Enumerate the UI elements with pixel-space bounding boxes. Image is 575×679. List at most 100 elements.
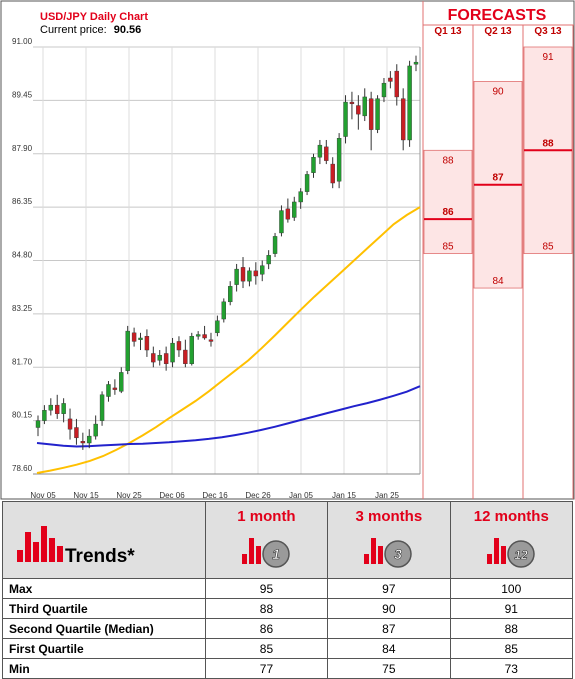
candle-body: [394, 70, 399, 98]
candle: [138, 332, 143, 351]
candle: [260, 260, 265, 282]
candle: [221, 298, 226, 323]
horizon-cell-3-months: 3 months 3: [327, 501, 451, 579]
moving-averages: [36, 206, 421, 474]
candle: [349, 91, 355, 120]
x-tick-label: Dec 26: [245, 491, 271, 500]
current-price-value: 90.56: [114, 24, 142, 36]
candle-body: [336, 138, 342, 182]
candle-body: [138, 337, 143, 340]
row-label: Second Quartile (Median): [2, 618, 206, 639]
candle: [343, 95, 348, 144]
candle-body: [324, 146, 329, 161]
candle: [356, 95, 361, 130]
candle: [407, 60, 412, 147]
y-tick-label: 87.90: [12, 144, 33, 153]
candle: [228, 281, 233, 306]
candle: [163, 346, 169, 371]
candle-body: [215, 320, 220, 334]
candle: [253, 262, 259, 285]
candle-body: [381, 82, 387, 98]
forecast-column-label: Q3 13: [534, 26, 562, 37]
candle: [400, 88, 406, 151]
candle-body: [151, 353, 156, 363]
forecast-column: Q2 13 90 87 84: [473, 25, 524, 499]
y-tick-label: 89.45: [12, 90, 33, 99]
candle: [336, 133, 342, 189]
candle: [42, 405, 47, 425]
candle-body: [285, 208, 291, 220]
candle: [183, 339, 188, 368]
row-label: Min: [2, 658, 206, 679]
candle: [292, 196, 297, 221]
candle: [80, 432, 86, 450]
horizon-badge-text: 1: [272, 546, 280, 562]
candle-body: [55, 404, 60, 414]
row-value: 100: [449, 578, 574, 599]
chart-area: USD/JPY Daily Chart Current price: 90.56…: [0, 0, 575, 500]
row-value: 73: [449, 658, 574, 679]
candlesticks: [35, 55, 419, 450]
row-value: 85: [204, 638, 329, 659]
x-tick-label: Dec 16: [202, 491, 228, 500]
trends-title-cell: Trends*: [2, 501, 206, 579]
candle: [311, 153, 316, 178]
candle: [317, 139, 323, 165]
candle: [298, 188, 303, 209]
candle-body: [119, 372, 124, 392]
y-tick-label: 84.80: [12, 251, 33, 260]
x-tick-label: Nov 25: [116, 491, 142, 500]
candle-body: [144, 336, 150, 351]
horizon-badge-icon: 12: [486, 538, 535, 568]
row-value: 90: [327, 598, 451, 619]
candle: [157, 350, 162, 366]
forecast-range-band: [423, 149, 473, 255]
x-tick-label: Nov 05: [30, 491, 56, 500]
candle: [74, 418, 79, 445]
candle-body: [74, 427, 79, 439]
row-value: 97: [327, 578, 451, 599]
moving-average-short: [36, 206, 421, 474]
chart-title: USD/JPY Daily Chart: [40, 11, 148, 23]
forecast-column-label: Q1 13: [434, 26, 462, 37]
candle: [35, 415, 41, 437]
row-value: 95: [204, 578, 329, 599]
candle-body: [388, 77, 393, 82]
candle-body: [48, 404, 54, 411]
candle: [304, 170, 310, 196]
candle-body: [375, 98, 380, 130]
table-row: Max 95 97 100: [2, 578, 574, 599]
chart-frame: [0, 0, 575, 500]
forecast-high-label: 88: [442, 155, 454, 166]
moving-average-long: [36, 385, 421, 448]
trends-label: Trends*: [65, 546, 135, 567]
candle-body: [407, 65, 412, 141]
candle: [234, 263, 239, 292]
forecast-column: Q1 13 88 86 85: [423, 25, 474, 499]
x-tick-label: Dec 06: [159, 491, 185, 500]
candle-body: [61, 403, 66, 414]
y-tick-label: 83.25: [12, 304, 33, 313]
candle: [106, 381, 111, 402]
gridlines: [33, 46, 421, 475]
candle: [413, 55, 419, 72]
forecast-median-label: 88: [542, 138, 554, 149]
candle-body: [247, 270, 252, 282]
y-tick-label: 91.00: [12, 37, 33, 46]
row-value: 77: [204, 658, 329, 679]
x-tick-label: Jan 15: [332, 491, 357, 500]
candle-body: [349, 101, 355, 105]
y-axis: 91.00 89.45 87.90 86.35 84.80 83.25 81.70 80.15…: [12, 37, 33, 473]
candle: [125, 325, 130, 375]
forecast-column-label: Q2 13: [484, 26, 512, 37]
trends-header-row: Trends* 1 month 1 3 months 3 12 mont: [2, 501, 574, 579]
row-value: 85: [449, 638, 574, 659]
row-label: First Quartile: [2, 638, 206, 659]
candle: [330, 157, 335, 189]
candle-body: [279, 210, 284, 234]
candle: [67, 408, 73, 440]
candle: [247, 267, 252, 287]
forecasts-title: FORECASTS: [448, 7, 547, 24]
row-value: 84: [327, 638, 451, 659]
candle: [266, 250, 271, 270]
